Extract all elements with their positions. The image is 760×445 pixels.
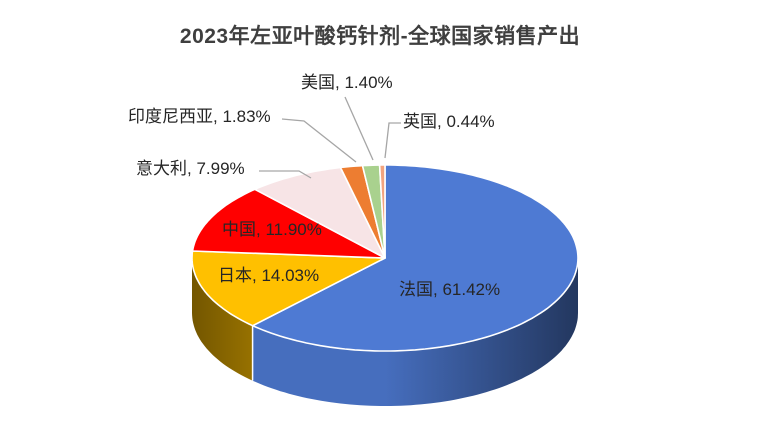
leader-line-indonesia [281,118,357,163]
pie-side-france [252,258,578,406]
slice-label-italy: 意大利, 7.99% [136,159,245,178]
slice-label-indonesia: 印度尼西亚, 1.83% [128,107,271,126]
slice-label-france: 法国, 61.42% [399,280,501,299]
pie-slice-uk [378,164,386,259]
pie-side-japan [192,258,253,381]
chart-title: 2023年左亚叶酸钙针剂-全球国家销售产出 [179,25,581,48]
pie-slice-china [191,188,386,259]
leader-line-usa [344,96,374,161]
slice-label-uk: 英国, 0.44% [403,112,495,131]
pie-slice-japan [191,250,386,327]
slice-label-china: 中国, 11.90% [222,220,322,239]
pie-3d [191,164,579,406]
leader-line-italy [259,170,312,179]
pie-slice-france [251,164,579,352]
slice-label-japan: 日本, 14.03% [218,266,320,285]
leader-line-uk [384,122,401,159]
pie-slice-italy [254,166,386,259]
leader-lines [259,96,401,179]
slice-label-usa: 美国, 1.40% [301,73,393,92]
